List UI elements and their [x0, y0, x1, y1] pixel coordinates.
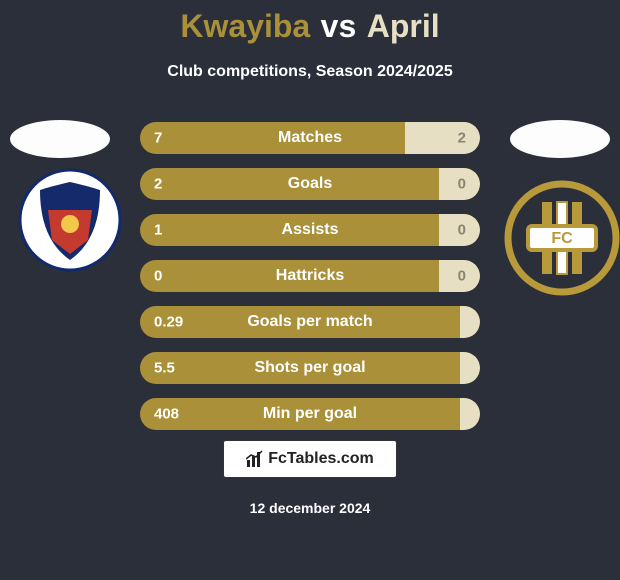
shield-icon: CHIPPA [18, 168, 122, 272]
stat-left-value: 2 [154, 176, 162, 193]
stat-label: Shots per goal [254, 359, 365, 377]
stat-right-value: 2 [458, 130, 466, 147]
footer-date: 12 december 2024 [250, 500, 371, 516]
player2-name: April [367, 8, 440, 44]
stat-left-value: 0.29 [154, 314, 183, 331]
stat-bar: 2 0 Goals [140, 168, 480, 200]
stat-label: Goals [288, 175, 332, 193]
stat-bar-right-fill [460, 306, 480, 338]
stat-label: Goals per match [247, 313, 372, 331]
stat-bar: 5.5 Shots per goal [140, 352, 480, 384]
stat-bar-right-fill [405, 122, 480, 154]
vs-label: vs [321, 8, 357, 44]
stat-bar-right-fill [460, 398, 480, 430]
stat-left-value: 0 [154, 268, 162, 285]
subtitle: Club competitions, Season 2024/2025 [0, 63, 620, 81]
stat-bar: 0 0 Hattricks [140, 260, 480, 292]
stat-bar: 408 Min per goal [140, 398, 480, 430]
stat-label: Assists [282, 221, 339, 239]
stat-left-value: 7 [154, 130, 162, 147]
stat-right-value: 0 [458, 222, 466, 239]
player1-oval [10, 120, 110, 158]
player2-oval [510, 120, 610, 158]
stat-left-value: 1 [154, 222, 162, 239]
stats-bars: 7 2 Matches 2 0 Goals 1 0 Assists 0 0 Hattricks 0.29… [140, 122, 480, 444]
shield-icon: FC [504, 180, 620, 296]
stat-bar-right-fill [460, 352, 480, 384]
player1-club-logo: CHIPPA [18, 168, 122, 272]
stat-left-value: 408 [154, 406, 179, 423]
stat-left-value: 5.5 [154, 360, 175, 377]
brand-text: FcTables.com [268, 450, 374, 468]
stat-bar: 0.29 Goals per match [140, 306, 480, 338]
stat-label: Hattricks [276, 267, 344, 285]
brand-badge: FcTables.com [223, 440, 397, 478]
player2-club-logo: FC [504, 180, 608, 284]
comparison-title: Kwayiba vs April [0, 0, 620, 45]
stat-label: Matches [278, 129, 342, 147]
player1-name: Kwayiba [180, 8, 310, 44]
chart-icon [246, 450, 264, 468]
stat-bar: 7 2 Matches [140, 122, 480, 154]
stat-right-value: 0 [458, 176, 466, 193]
stat-label: Min per goal [263, 405, 357, 423]
svg-text:CHIPPA: CHIPPA [59, 192, 82, 198]
stat-bar: 1 0 Assists [140, 214, 480, 246]
stat-right-value: 0 [458, 268, 466, 285]
svg-text:FC: FC [551, 230, 573, 247]
